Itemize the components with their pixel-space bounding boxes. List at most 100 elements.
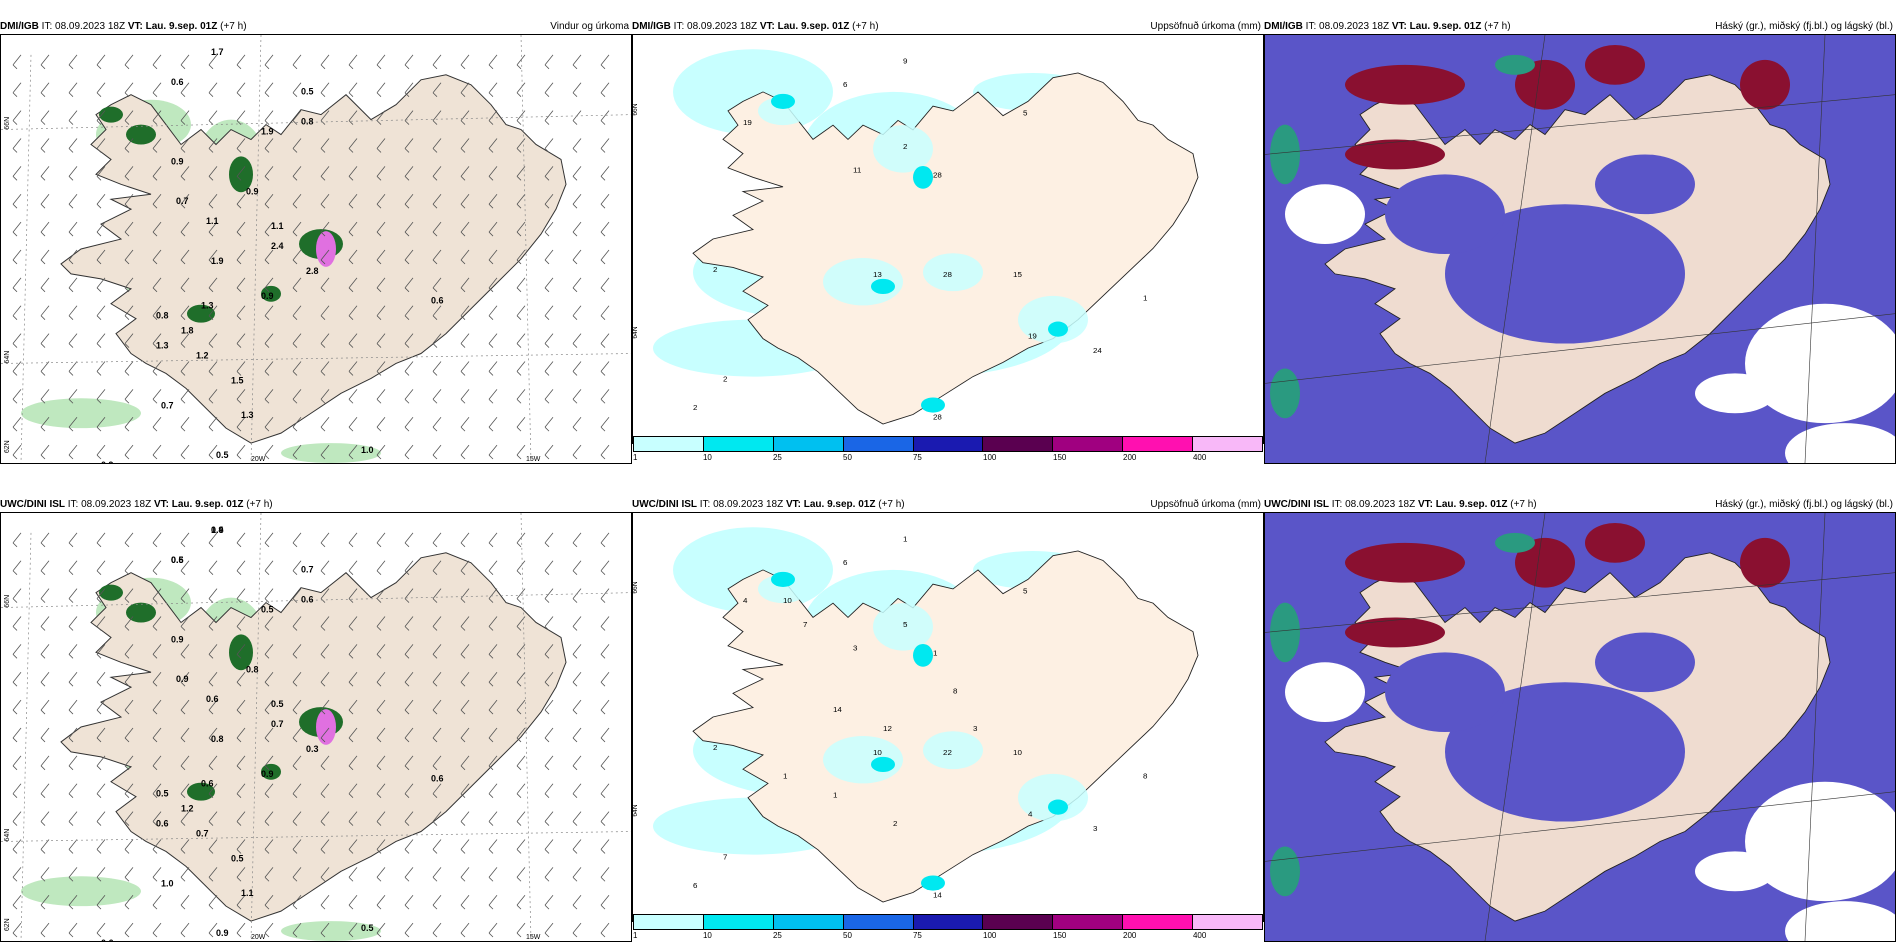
wind-barb [264,166,274,177]
wind-barb-flag [600,654,606,659]
wind-barb [292,416,302,428]
wind-barb-flag [572,793,578,798]
wind-barb-flag [12,904,18,910]
wind-barb [208,194,218,205]
precip-amount-label: 1 [1143,294,1147,303]
wind-barb-flag [292,120,298,125]
wind-barb [264,82,274,93]
wind-barb-flag [348,148,354,153]
wind-barb [572,811,582,822]
wind-barb [236,194,246,205]
wind-barb [180,277,190,289]
wind-barb [460,221,470,233]
precip-area-moderate [871,278,895,295]
wind-barb-flag [404,426,410,432]
wind-barb [320,138,330,149]
latitude-label: 66N [4,117,11,130]
wind-barb [40,894,50,906]
wind-barb [348,922,358,934]
wind-barb-flag [96,904,102,910]
wind-barb [292,783,302,794]
wind-barb-flag [460,176,466,181]
high-cloud-area [1740,537,1790,588]
colorbar-tick-label: 200 [1123,453,1137,462]
wind-barb [264,839,274,850]
wind-barb-flag [348,176,354,181]
wind-barb [180,922,190,934]
wind-barb [68,82,78,93]
wind-barb-flag [292,598,298,603]
wind-barb [12,221,22,233]
wind-barb-flag [432,399,438,404]
wind-barb [208,389,218,400]
wind-barb-flag [124,399,130,404]
wind-barb [264,361,274,372]
precip-area-moderate [871,756,895,773]
wind-barb [236,249,246,261]
mid-cloud-area [1270,602,1300,663]
wind-barb-flag [544,454,550,460]
wind-barb [544,444,554,456]
wind-barb [432,672,442,683]
wind-barb [572,333,582,344]
wind-barb-flag [460,315,466,320]
wind-barb [152,416,162,428]
wind-barb-flag [96,849,102,854]
wind-barb-flag [68,709,74,715]
wind-barb [572,839,582,850]
wind-barb [40,867,50,878]
precip-amount-label: 10 [873,748,883,757]
wind-barb-flag [208,626,214,631]
precip-area [21,398,141,429]
wind-barb-flag [376,626,382,631]
precip-value-label: 0.7 [196,829,209,839]
wind-barb [208,444,218,456]
wind-barb [208,277,218,289]
wind-barb [404,416,414,428]
wind-barb [516,867,526,878]
wind-barb [348,839,358,850]
map-frame: 1654531210221084376142310781412312166N64… [632,512,1264,922]
wind-barb-flag [124,371,130,376]
wind-barb-flag [544,176,550,181]
wind-barb-flag [572,737,578,743]
wind-barb [208,922,218,934]
wind-barb [124,361,134,372]
wind-barb [292,138,302,149]
wind-barb [152,644,162,655]
wind-barb-flag [236,399,242,404]
wind-barb-flag [12,654,18,659]
map-frame [1264,34,1896,464]
wind-barb-flag [516,231,522,237]
wind-barb [152,894,162,906]
wind-barb [572,616,582,627]
wind-barb-flag [96,598,102,603]
wind-barb [68,922,78,934]
wind-barb [292,867,302,878]
wind-barb-flag [404,176,410,181]
colorbar-tick-label: 100 [983,931,997,940]
valid-time-label: VT: [759,21,775,32]
wind-barb [96,894,106,906]
wind-barb [432,727,442,739]
high-cloud-area [1515,537,1575,588]
wind-barb [320,755,330,767]
panel-dmi-precip: DMI/IGB IT: 08.09.2023 18Z VT: Lau. 9.se… [632,20,1264,464]
wind-barb-flag [488,371,494,376]
wind-barb [432,560,442,571]
wind-barb-flag [376,176,382,181]
wind-barb-flag [348,821,354,826]
wind-barb-flag [376,64,382,70]
wind-barb-flag [348,849,354,854]
wind-barb-flag [96,287,102,293]
wind-barb [600,755,610,767]
wind-barb-flag [348,343,354,348]
wind-barb-flag [432,765,438,771]
wind-barb-flag [376,399,382,404]
precip-colorbar [633,914,1263,930]
wind-barb-flag [320,904,326,910]
wind-barb-flag [40,343,46,348]
wind-barb [544,82,554,93]
wind-barb-flag [40,681,46,687]
colorbar-segment [1193,915,1263,929]
